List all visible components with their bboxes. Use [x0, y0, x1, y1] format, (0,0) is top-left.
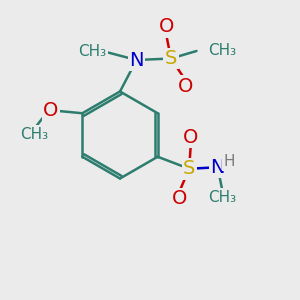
Text: O: O — [183, 128, 198, 147]
Text: O: O — [159, 17, 174, 37]
Text: S: S — [183, 159, 195, 178]
Text: N: N — [210, 158, 225, 177]
Text: O: O — [178, 76, 193, 96]
Text: CH₃: CH₃ — [208, 190, 236, 205]
Text: CH₃: CH₃ — [78, 44, 106, 59]
Text: O: O — [43, 101, 58, 120]
Text: O: O — [172, 189, 187, 208]
Text: S: S — [165, 49, 177, 68]
Text: N: N — [129, 50, 144, 70]
Text: H: H — [223, 154, 235, 169]
Text: CH₃: CH₃ — [208, 43, 236, 58]
Text: CH₃: CH₃ — [20, 127, 48, 142]
